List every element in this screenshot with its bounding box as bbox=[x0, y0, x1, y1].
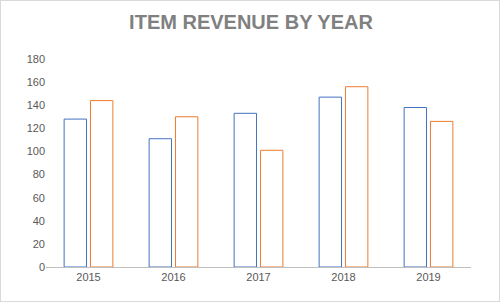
svg-text:2015: 2015 bbox=[76, 271, 100, 283]
svg-text:180: 180 bbox=[27, 53, 45, 65]
svg-text:60: 60 bbox=[33, 192, 45, 204]
svg-text:2018: 2018 bbox=[331, 271, 355, 283]
svg-text:120: 120 bbox=[27, 122, 45, 134]
svg-text:140: 140 bbox=[27, 99, 45, 111]
svg-text:160: 160 bbox=[27, 76, 45, 88]
svg-text:2019: 2019 bbox=[416, 271, 440, 283]
svg-text:20: 20 bbox=[33, 238, 45, 250]
svg-text:2016: 2016 bbox=[161, 271, 185, 283]
svg-text:ITEM REVENUE BY YEAR: ITEM REVENUE BY YEAR bbox=[129, 11, 373, 33]
svg-text:100: 100 bbox=[27, 145, 45, 157]
svg-text:80: 80 bbox=[33, 168, 45, 180]
svg-text:40: 40 bbox=[33, 215, 45, 227]
svg-text:2017: 2017 bbox=[246, 271, 270, 283]
svg-text:0: 0 bbox=[39, 261, 45, 273]
